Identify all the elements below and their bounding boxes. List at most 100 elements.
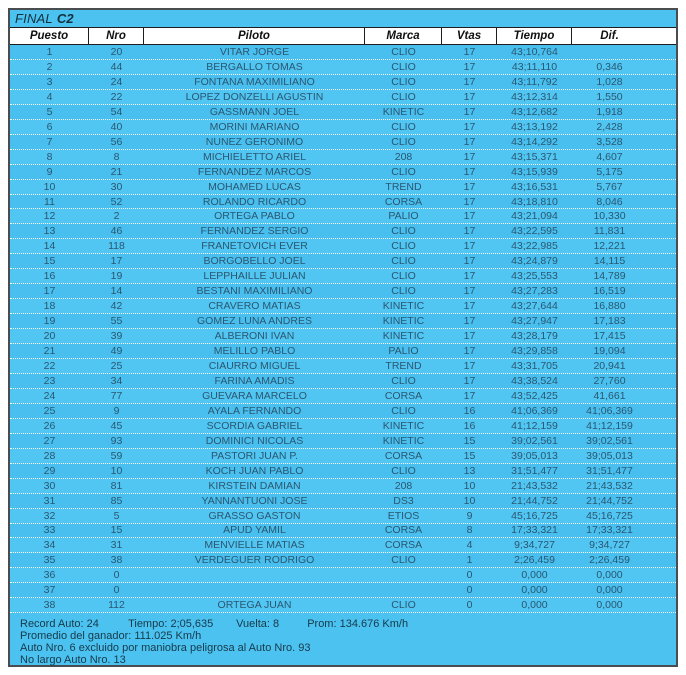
cell-tiempo: 21;43,532 [511,479,558,492]
table-row: 25 9 AYALA FERNANDO CLIO 16 41;06,369 41;06,36… [10,403,676,419]
cell-nro: 5 [113,509,120,522]
cell-tiempo: 43;21,094 [511,210,558,223]
cell-piloto: BORGOBELLO JOEL [203,255,306,268]
table-row: 26 45 SCORDIA GABRIEL KINETIC 16 41;12,159 41;… [10,418,676,434]
cell-dif: 21;44,752 [586,494,633,507]
cell-dif: 14,789 [593,270,626,283]
race-title: FINAL [15,11,53,26]
cell-puesto: 7 [46,135,53,148]
cell-piloto: MELILLO PABLO [213,345,296,358]
cell-tiempo: 43;27,644 [511,300,558,313]
cell-tiempo: 43;22,595 [511,225,558,238]
cell-piloto: FRANETOVICH EVER [201,240,308,253]
cell-puesto: 12 [43,210,56,223]
cell-piloto: GRASSO GASTON [208,509,301,522]
table-row: 7 56 NUNEZ GERONIMO CLIO 17 43;14,292 3,528 [10,134,676,150]
cell-tiempo: 39;05,013 [511,449,558,462]
cell-puesto: 34 [43,539,56,552]
cell-nro: 20 [110,45,123,58]
cell-tiempo: 43;22,985 [511,240,558,253]
cell-dif: 16,880 [593,300,626,313]
cell-vtas: 17 [463,195,476,208]
cell-nro: 85 [110,494,123,507]
cell-vtas: 17 [463,120,476,133]
cell-tiempo: 43;24,879 [511,255,558,268]
cell-dif: 9;34,727 [589,539,630,552]
cell-vtas: 17 [463,330,476,343]
cell-vtas: 17 [463,389,476,402]
cell-dif: 0,346 [596,60,623,73]
cell-vtas: 0 [466,569,473,582]
table-row: 37 0 0 0,000 0,000 [10,583,676,599]
cell-marca: CLIO [391,45,416,58]
cell-nro: 19 [110,270,123,283]
cell-piloto: VERDEGUER RODRIGO [194,554,315,567]
cell-marca: KINETIC [382,315,425,328]
cell-dif: 39;02,561 [586,434,633,447]
footer-line-exclusion: Auto Nro. 6 excluido por maniobra peligr… [20,642,311,654]
cell-nro: 38 [110,554,123,567]
cell-vtas: 1 [466,554,473,567]
table-row: 4 22 LOPEZ DONZELLI AGUSTIN CLIO 17 43;12,314… [10,89,676,105]
cell-puesto: 26 [43,419,56,432]
cell-vtas: 13 [463,464,476,477]
cell-dif: 16,519 [593,285,626,298]
stat-record-vuelta: Vuelta: 8 [236,618,280,630]
cell-piloto: MORINI MARIANO [209,120,300,133]
cell-puesto: 13 [43,225,56,238]
cell-tiempo: 45;16,725 [511,509,558,522]
cell-puesto: 2 [46,60,53,73]
class-label: C2 [56,11,74,26]
cell-piloto: YANNANTUONI JOSE [201,494,308,507]
cell-puesto: 27 [43,434,56,447]
cell-marca: KINETIC [382,300,425,313]
cell-nro: 52 [110,195,123,208]
cell-marca: CLIO [391,404,416,417]
cell-marca: TREND [385,180,422,193]
cell-tiempo: 17;33,321 [511,524,558,537]
cell-piloto: GASSMANN JOEL [209,105,300,118]
table-row: 9 21 FERNANDEZ MARCOS CLIO 17 43;15,939 5,175 [10,164,676,180]
cell-tiempo: 41;12,159 [511,419,558,432]
cell-puesto: 33 [43,524,56,537]
cell-tiempo: 43;15,939 [511,165,558,178]
cell-tiempo: 41;06,369 [511,404,558,417]
cell-piloto: BESTANI MAXIMILIANO [196,285,313,298]
cell-piloto: KIRSTEIN DAMIAN [208,479,301,492]
cell-puesto: 8 [46,150,53,163]
cell-marca: CLIO [391,225,416,238]
cell-dif: 8,046 [596,195,623,208]
cell-marca: CLIO [391,464,416,477]
cell-puesto: 20 [43,330,56,343]
cell-tiempo: 43;29,858 [511,345,558,358]
cell-nro: 81 [110,479,123,492]
cell-nro: 34 [110,374,123,387]
cell-marca: CLIO [391,165,416,178]
cell-dif: 21;43,532 [586,479,633,492]
cell-puesto: 21 [43,345,56,358]
footer-line-promedio: Promedio del ganador: 111.025 Km/h [20,630,202,642]
header-cell-dif: Dif. [600,30,619,42]
cell-nro: 112 [108,599,125,612]
cell-piloto: PASTORI JUAN P. [211,449,298,462]
table-row: 8 8 MICHIELETTO ARIEL 208 17 43;15,371 4,607 [10,149,676,165]
cell-marca: CORSA [384,449,423,462]
cell-vtas: 17 [463,255,476,268]
cell-tiempo: 43;12,314 [511,90,558,103]
cell-puesto: 4 [46,90,53,103]
cell-puesto: 6 [46,120,53,133]
cell-nro: 21 [110,165,123,178]
cell-dif: 17,415 [593,330,626,343]
cell-piloto: CRAVERO MATIAS [208,300,301,313]
cell-vtas: 17 [463,180,476,193]
cell-marca: CLIO [391,285,416,298]
cell-dif: 41,661 [593,389,626,402]
cell-tiempo: 43;27,947 [511,315,558,328]
table-row: 16 19 LEPPHAILLE JULIAN CLIO 17 43;25,553 14,7… [10,269,676,285]
cell-nro: 40 [110,120,123,133]
cell-nro: 17 [110,255,123,268]
cell-vtas: 17 [463,105,476,118]
cell-vtas: 17 [463,90,476,103]
cell-tiempo: 0,000 [521,569,548,582]
cell-dif: 27,760 [593,374,626,387]
